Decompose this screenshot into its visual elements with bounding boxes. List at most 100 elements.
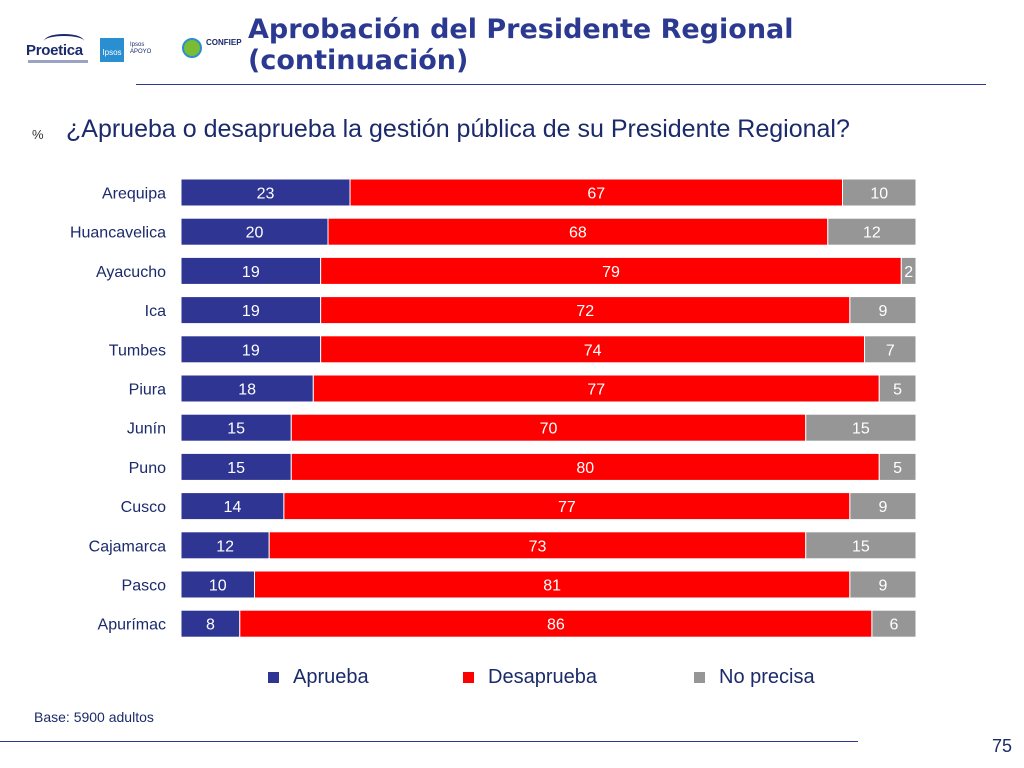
- bar-desaprueba-cusco: [283, 492, 851, 521]
- data-label-aprueba-piura: 18: [238, 382, 256, 399]
- legend-item-desaprueba: Desaprueba: [463, 666, 597, 689]
- category-label-ica: Ica: [145, 303, 166, 320]
- data-label-no-precisa-junin: 15: [852, 421, 870, 438]
- page-title: Aprobación del Presidente Regional (cont…: [248, 14, 948, 76]
- legend-swatch-aprueba: [268, 672, 279, 683]
- legend-label-aprueba: Aprueba: [293, 666, 369, 688]
- page-number: 75: [991, 736, 1012, 756]
- proetica-logo: Proetica: [22, 30, 92, 68]
- page-title-line-2: (continuación): [248, 45, 469, 76]
- bar-aprueba-ica: [180, 296, 322, 325]
- data-label-no-precisa-cusco: 9: [878, 499, 887, 516]
- data-label-desaprueba-cajamarca: 73: [529, 538, 547, 555]
- chart-legend: Aprueba Desaprueba No precisa: [0, 662, 1024, 692]
- category-label-arequipa: Arequipa: [102, 186, 166, 203]
- category-label-puno: Puno: [129, 460, 166, 477]
- data-label-desaprueba-apurimac: 86: [547, 617, 565, 634]
- bar-aprueba-huancavelica: [180, 217, 329, 246]
- confiep-logo-mark: [182, 38, 202, 58]
- bar-no-precisa-ica: [849, 296, 917, 325]
- legend-swatch-desaprueba: [463, 672, 474, 683]
- bar-no-precisa-piura: [878, 374, 917, 403]
- data-label-desaprueba-puno: 80: [576, 460, 594, 477]
- data-label-desaprueba-huancavelica: 68: [569, 225, 587, 242]
- data-label-desaprueba-ica: 72: [576, 303, 594, 320]
- category-label-tumbes: Tumbes: [109, 342, 166, 359]
- data-label-no-precisa-pasco: 9: [878, 578, 887, 595]
- bar-aprueba-cajamarca: [180, 531, 270, 560]
- data-label-aprueba-ica: 19: [242, 303, 260, 320]
- data-label-aprueba-pasco: 10: [209, 578, 227, 595]
- category-label-piura: Piura: [129, 382, 166, 399]
- bar-desaprueba-ayacucho: [320, 256, 902, 285]
- data-label-no-precisa-tumbes: 7: [886, 342, 895, 359]
- proetica-swoosh: [44, 34, 84, 48]
- bar-no-precisa-ayacucho: [900, 256, 917, 285]
- legend-swatch-no-precisa: [694, 672, 705, 683]
- data-label-no-precisa-puno: 5: [893, 460, 902, 477]
- bar-aprueba-junin: [180, 413, 292, 442]
- legend-item-aprueba: Aprueba: [268, 666, 369, 689]
- bar-aprueba-apurimac: [180, 609, 241, 638]
- data-label-no-precisa-apurimac: 6: [889, 617, 898, 634]
- category-label-ayacucho: Ayacucho: [96, 264, 166, 281]
- base-note: Base: 5900 adultos: [34, 709, 154, 725]
- bar-no-precisa-puno: [878, 452, 917, 481]
- data-label-desaprueba-cusco: 77: [558, 499, 576, 516]
- data-label-desaprueba-tumbes: 74: [584, 342, 602, 359]
- data-label-no-precisa-ica: 9: [878, 303, 887, 320]
- proetica-logo-text: Proetica: [26, 42, 83, 59]
- proetica-logo-subline: [28, 60, 88, 63]
- category-label-apurimac: Apurímac: [98, 617, 166, 634]
- bar-no-precisa-arequipa: [842, 178, 917, 207]
- confiep-logo-text: CONFIEP: [206, 38, 242, 47]
- bar-no-precisa-junin: [805, 413, 917, 442]
- unit-label: %: [32, 127, 44, 142]
- footer-divider: [0, 741, 858, 742]
- data-label-desaprueba-piura: 77: [587, 382, 605, 399]
- data-label-no-precisa-huancavelica: 12: [863, 225, 881, 242]
- bar-desaprueba-puno: [290, 452, 880, 481]
- bar-aprueba-tumbes: [180, 335, 322, 364]
- data-label-aprueba-ayacucho: 19: [242, 264, 260, 281]
- bar-desaprueba-cajamarca: [268, 531, 807, 560]
- data-label-desaprueba-ayacucho: 79: [602, 264, 620, 281]
- data-label-desaprueba-junin: 70: [540, 421, 558, 438]
- legend-label-no-precisa: No precisa: [719, 666, 815, 688]
- category-label-pasco: Pasco: [122, 578, 167, 595]
- survey-question: ¿Aprueba o desaprueba la gestión pública…: [66, 115, 850, 143]
- data-label-aprueba-apurimac: 8: [206, 617, 215, 634]
- data-label-aprueba-puno: 15: [227, 460, 245, 477]
- data-label-desaprueba-arequipa: 67: [587, 186, 605, 203]
- legend-item-no-precisa: No precisa: [694, 666, 815, 689]
- bar-desaprueba-ica: [320, 296, 851, 325]
- category-label-huancavelica: Huancavelica: [70, 225, 166, 242]
- page-title-line-1: Aprobación del Presidente Regional: [248, 14, 794, 45]
- bar-no-precisa-cusco: [849, 492, 917, 521]
- data-label-no-precisa-arequipa: 10: [870, 186, 888, 203]
- data-label-aprueba-arequipa: 23: [257, 186, 275, 203]
- data-label-aprueba-junin: 15: [227, 421, 245, 438]
- bar-desaprueba-piura: [312, 374, 880, 403]
- title-divider: [136, 84, 986, 85]
- bar-aprueba-cusco: [180, 492, 285, 521]
- data-label-no-precisa-piura: 5: [893, 382, 902, 399]
- data-label-aprueba-cajamarca: 12: [216, 538, 234, 555]
- bar-no-precisa-apurimac: [871, 609, 917, 638]
- confiep-logo: CONFIEP: [182, 36, 292, 64]
- data-label-no-precisa-ayacucho: 2: [904, 264, 913, 281]
- bar-no-precisa-huancavelica: [827, 217, 917, 246]
- data-label-no-precisa-cajamarca: 15: [852, 538, 870, 555]
- bar-aprueba-ayacucho: [180, 256, 322, 285]
- bar-no-precisa-pasco: [849, 570, 917, 599]
- bar-aprueba-arequipa: [180, 178, 351, 207]
- data-label-aprueba-tumbes: 19: [242, 342, 260, 359]
- bar-no-precisa-cajamarca: [805, 531, 917, 560]
- ipsos-apoyo-logo-text: Ipsos APOYO: [130, 42, 152, 55]
- legend-label-desaprueba: Desaprueba: [488, 666, 597, 688]
- bar-no-precisa-tumbes: [864, 335, 917, 364]
- bar-desaprueba-apurimac: [239, 609, 873, 638]
- data-label-aprueba-huancavelica: 20: [246, 225, 264, 242]
